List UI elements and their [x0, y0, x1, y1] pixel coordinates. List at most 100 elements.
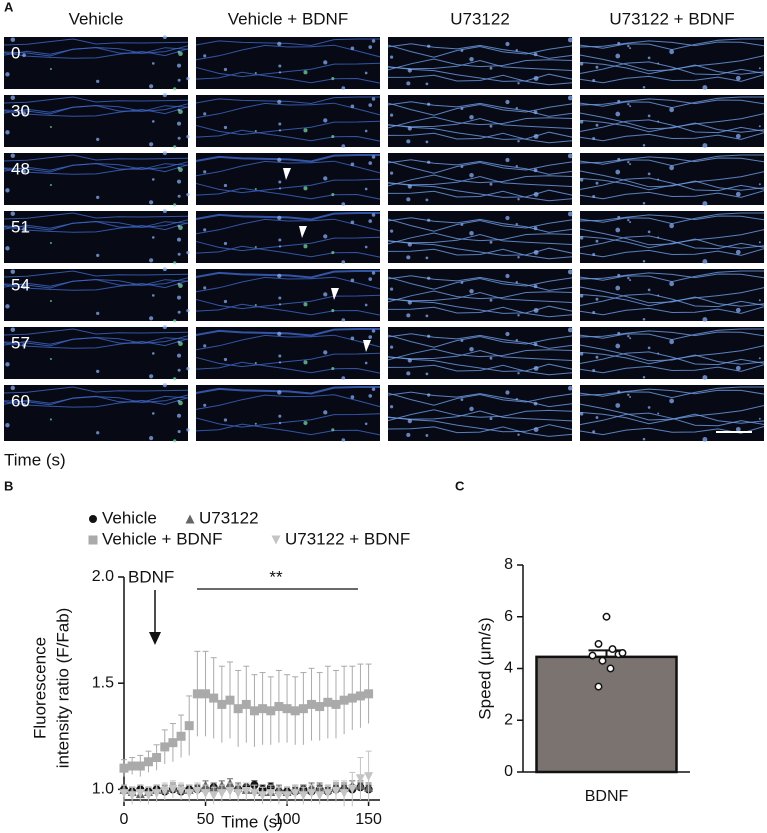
- puncta: [533, 191, 539, 197]
- puncta: [278, 414, 282, 418]
- neurite: [195, 328, 380, 337]
- puncta: [533, 284, 538, 289]
- marker: [241, 787, 251, 797]
- puncta: [162, 325, 167, 330]
- panel-label: A: [4, 0, 14, 14]
- puncta: [96, 311, 100, 316]
- puncta: [162, 93, 167, 98]
- puncta: [627, 102, 630, 106]
- puncta: [278, 303, 282, 306]
- neurite: [387, 392, 573, 406]
- puncta: [533, 365, 539, 371]
- puncta: [669, 223, 675, 229]
- marker: [315, 702, 325, 712]
- marker: [290, 706, 300, 716]
- neurite: [579, 156, 765, 164]
- puncta: [595, 416, 599, 419]
- puncta: [10, 153, 16, 158]
- puncta: [186, 134, 190, 139]
- neurite: [387, 116, 573, 129]
- puncta: [702, 143, 708, 149]
- puncta: [517, 433, 520, 437]
- y-axis-label: Fluorescence: [30, 637, 49, 739]
- y-axis-label: Speed (μm/s): [475, 617, 494, 719]
- neurite: [3, 38, 189, 46]
- puncta: [567, 37, 573, 43]
- arrowhead: [283, 168, 291, 180]
- puncta: [647, 406, 651, 409]
- marker: [266, 706, 276, 716]
- puncta: [177, 252, 181, 256]
- puncta: [341, 376, 346, 380]
- puncta: [469, 288, 474, 294]
- puncta: [629, 105, 632, 108]
- puncta: [303, 360, 308, 365]
- puncta: [149, 316, 154, 321]
- puncta: [758, 357, 761, 360]
- puncta: [460, 107, 464, 111]
- image-grid: [3, 35, 765, 443]
- puncta: [489, 182, 493, 186]
- puncta: [460, 165, 464, 169]
- puncta: [341, 318, 346, 322]
- neurite: [195, 270, 380, 279]
- marker: [209, 791, 219, 801]
- puncta: [735, 75, 741, 81]
- puncta: [323, 410, 328, 415]
- neurite: [387, 160, 573, 174]
- puncta: [149, 142, 154, 147]
- arrowhead: [363, 340, 371, 352]
- marker: [225, 695, 235, 705]
- puncta: [49, 299, 52, 303]
- legend-marker: [185, 514, 195, 524]
- neurite: [579, 351, 765, 366]
- puncta: [371, 155, 376, 159]
- puncta: [567, 153, 573, 159]
- neurite: [579, 344, 765, 365]
- neurite: [195, 276, 381, 293]
- puncta: [533, 168, 538, 173]
- puncta: [371, 213, 376, 217]
- puncta: [657, 178, 660, 181]
- row-label: 30: [11, 101, 30, 120]
- puncta: [173, 439, 177, 443]
- puncta: [149, 200, 154, 205]
- neurite: [195, 71, 381, 84]
- puncta: [406, 81, 411, 86]
- puncta: [407, 184, 412, 189]
- puncta: [407, 418, 412, 424]
- puncta: [489, 124, 493, 128]
- neurite: [195, 154, 380, 163]
- puncta: [341, 260, 346, 264]
- marker: [209, 693, 219, 703]
- y-tick-label: 6: [504, 608, 513, 625]
- puncta: [223, 299, 228, 304]
- neurite: [387, 240, 573, 256]
- puncta: [10, 95, 16, 100]
- puncta: [173, 145, 177, 149]
- neurite: [3, 395, 189, 406]
- arrow-head: [149, 632, 161, 645]
- marker: [339, 789, 349, 799]
- neurite: [579, 388, 765, 396]
- marker: [201, 789, 211, 799]
- marker: [274, 702, 284, 712]
- data-point: [598, 656, 607, 665]
- puncta: [629, 395, 632, 398]
- puncta: [427, 334, 431, 338]
- bar: [535, 655, 678, 774]
- puncta: [425, 434, 429, 437]
- micrograph: [580, 327, 764, 379]
- puncta: [149, 374, 154, 379]
- puncta: [203, 344, 207, 348]
- neurite: [195, 129, 381, 142]
- marker: [241, 699, 251, 709]
- puncta: [669, 281, 675, 287]
- micrograph: [4, 37, 188, 89]
- puncta: [49, 357, 52, 361]
- marker: [249, 706, 259, 716]
- micrograph: [196, 327, 380, 379]
- neurite: [579, 177, 765, 192]
- neurite: [387, 102, 573, 116]
